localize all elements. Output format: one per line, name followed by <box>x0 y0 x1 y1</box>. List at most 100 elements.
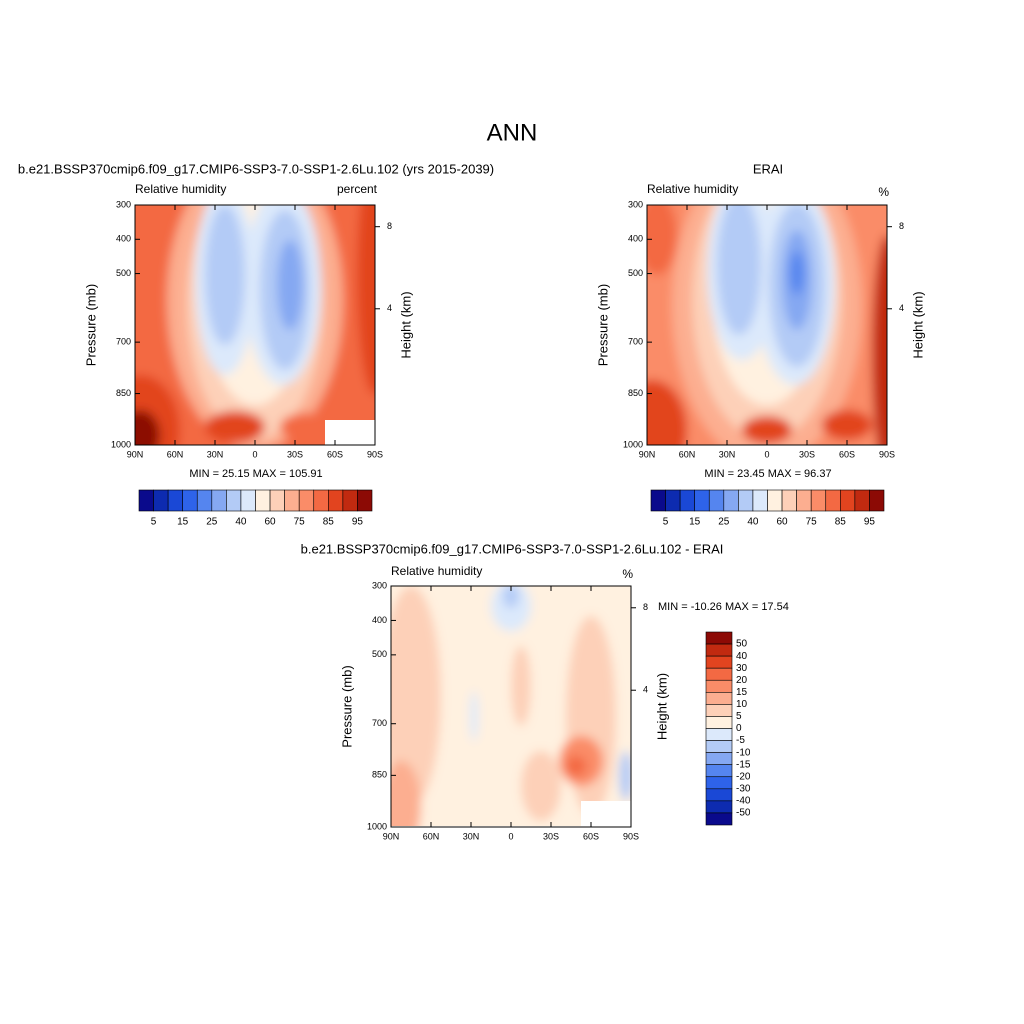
y2-tick-label: 8 <box>643 602 648 612</box>
x-tick-label: 90S <box>623 831 639 841</box>
colorbar-box <box>705 692 733 705</box>
colorbar-label: 30 <box>736 663 748 674</box>
x-tick-label: 60S <box>839 449 855 459</box>
colorbar-label: 95 <box>864 517 876 528</box>
x-tick-label: 0 <box>764 449 769 459</box>
colorbar-box <box>767 489 783 512</box>
colorbar-box <box>665 489 681 512</box>
colorbar-label: 60 <box>265 517 277 528</box>
colorbar-box <box>705 716 733 729</box>
colorbar-label: 5 <box>151 517 157 528</box>
colorbar-label: 40 <box>736 651 748 662</box>
colorbar-box <box>328 489 344 512</box>
colorbar-label: -15 <box>736 759 751 770</box>
colorbar-label: 75 <box>806 517 818 528</box>
colorbar-box <box>705 704 733 717</box>
colorbar-box <box>752 489 768 512</box>
contour-field <box>135 205 375 445</box>
colorbar-box <box>196 489 213 512</box>
colorbar-box <box>705 679 733 693</box>
colorbar-box <box>313 489 329 512</box>
colorbar-label: 75 <box>294 517 306 528</box>
colorbar-box <box>705 728 733 741</box>
y-tick-label: 300 <box>372 580 387 590</box>
y-tick-label: 1000 <box>623 439 643 449</box>
colorbar-box <box>211 489 227 512</box>
colorbar-label: 25 <box>718 517 730 528</box>
figure-title: ANN <box>487 119 538 146</box>
colorbar-box <box>694 489 710 512</box>
x-tick-label: 90N <box>127 449 144 459</box>
y-tick-label: 400 <box>116 234 131 244</box>
x-tick-label: 60S <box>583 831 599 841</box>
colorbar-box <box>255 489 271 512</box>
right-label: % <box>622 567 633 581</box>
colorbar-box <box>705 740 733 753</box>
contour-field <box>647 205 887 445</box>
y-tick-label: 850 <box>372 770 387 780</box>
colorbar-box <box>269 489 285 512</box>
y2-tick-label: 8 <box>387 221 392 231</box>
colorbar-label: 20 <box>736 675 748 686</box>
colorbar-label: 5 <box>663 517 669 528</box>
x-tick-label: 30S <box>799 449 815 459</box>
colorbar-box <box>705 812 733 826</box>
colorbar-box <box>705 631 733 645</box>
min-max: MIN = 25.15 MAX = 105.91 <box>189 468 322 480</box>
x-tick-label: 90N <box>639 449 656 459</box>
x-tick-label: 0 <box>252 449 257 459</box>
colorbar-label: 60 <box>777 517 789 528</box>
colorbar-box <box>240 489 256 512</box>
left-label: Relative humidity <box>391 564 482 578</box>
x-tick-label: 30S <box>287 449 303 459</box>
colorbar-box <box>705 655 733 669</box>
colorbar-label: 95 <box>352 517 364 528</box>
y-tick-label: 1000 <box>367 821 387 831</box>
colorbar-label: 25 <box>206 517 218 528</box>
colorbar-box <box>298 489 315 512</box>
x-tick-label: 60N <box>423 831 440 841</box>
y-axis-label: Pressure (mb) <box>83 284 98 366</box>
y2-axis-label: Height (km) <box>654 673 669 740</box>
colorbar-label: 5 <box>736 711 742 722</box>
colorbar-box <box>705 643 733 657</box>
colorbar-box <box>705 667 733 681</box>
colorbar-box <box>738 489 754 512</box>
x-tick-label: 90N <box>383 831 400 841</box>
colorbar-box <box>650 489 666 512</box>
y-axis-label: Pressure (mb) <box>595 284 610 366</box>
colorbar-box <box>167 489 183 512</box>
y-tick-label: 850 <box>116 388 131 398</box>
y2-tick-label: 8 <box>899 221 904 231</box>
colorbar-box <box>705 764 733 778</box>
x-tick-label: 30N <box>719 449 736 459</box>
colorbar-label: 15 <box>736 687 748 698</box>
x-tick-label: 90S <box>879 449 895 459</box>
colorbar-box <box>679 489 695 512</box>
y-tick-label: 300 <box>116 199 131 209</box>
colorbar-label: -50 <box>736 808 751 819</box>
x-tick-label: 0 <box>508 831 513 841</box>
colorbar-label: -20 <box>736 771 751 782</box>
colorbar-label: 40 <box>747 517 759 528</box>
colorbar-box <box>342 489 358 512</box>
y2-axis-label: Height (km) <box>910 291 925 358</box>
y-tick-label: 1000 <box>111 439 131 449</box>
colorbar-box <box>153 489 169 512</box>
x-tick-label: 60S <box>327 449 343 459</box>
colorbar-box <box>284 489 300 512</box>
panel-title: b.e21.BSSP370cmip6.f09_g17.CMIP6-SSP3-7.… <box>301 541 724 556</box>
colorbar-box <box>182 489 198 512</box>
colorbar-label: 10 <box>736 699 748 710</box>
y-tick-label: 400 <box>628 234 643 244</box>
x-tick-label: 30N <box>207 449 224 459</box>
colorbar-box <box>708 489 725 512</box>
colorbar-label: -40 <box>736 796 751 807</box>
left-label: Relative humidity <box>647 182 738 196</box>
y-tick-label: 500 <box>372 649 387 659</box>
colorbar-box <box>854 489 870 512</box>
colorbar-box <box>796 489 812 512</box>
colorbar-box <box>781 489 797 512</box>
x-tick-label: 30N <box>463 831 480 841</box>
